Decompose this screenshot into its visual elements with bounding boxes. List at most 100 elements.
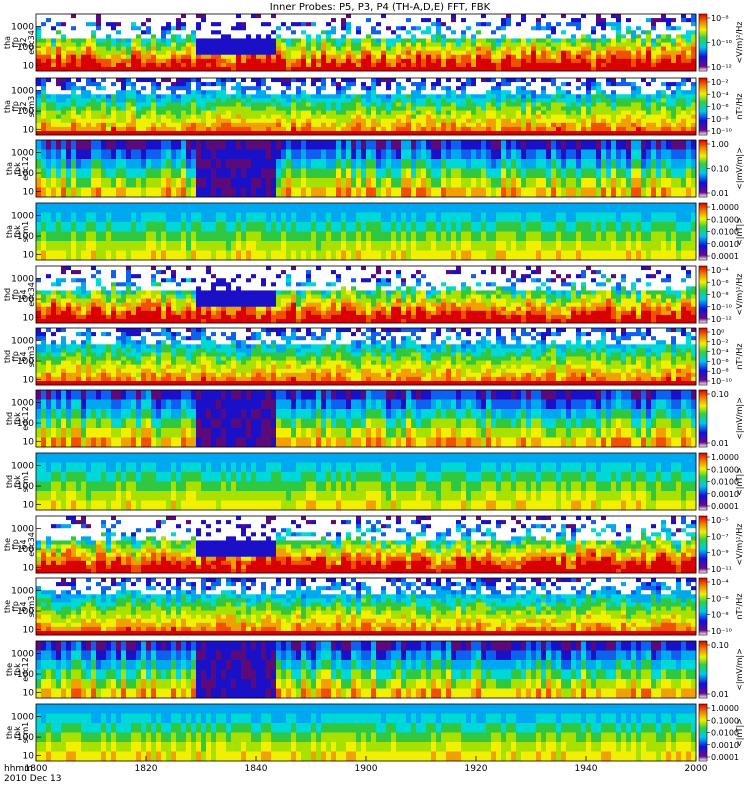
colorbar-tick-label: 10⁻¹⁰ <box>711 39 732 48</box>
y-label-line: thd <box>5 475 14 488</box>
spectrogram-image <box>36 14 697 72</box>
y-axis-label: the fbk scm1 <box>5 722 30 743</box>
y-label-line: scm3 <box>27 96 36 117</box>
colorbar-label: <|nT|> <box>735 217 744 246</box>
panel-8: 1000 100 10 thd fbk scm1 1.0000 0.1000 0.0100 0.0… <box>5 452 744 511</box>
colorbar-label: nT²/Hz <box>735 93 744 119</box>
y-label-line: ffp <box>11 539 20 550</box>
spectrogram-image <box>36 704 697 762</box>
y-label-line: fbk <box>13 225 22 238</box>
y-tick-label: 1000 <box>11 87 34 97</box>
x-tick-label: 1820 <box>135 764 158 774</box>
y-tick-label: 1000 <box>11 212 34 222</box>
colorbar-tick-label: 0.0100 <box>711 228 739 237</box>
spectrogram-image <box>36 140 697 198</box>
colorbar-tick-label: 10⁻⁵ <box>711 516 729 525</box>
y-label-line: edc12 <box>21 156 30 181</box>
colorbar-tick-label: 10⁻¹¹ <box>711 565 732 574</box>
y-axis-label: tha ffp 32 scm3 <box>3 96 36 117</box>
y-label-line: scm1 <box>21 221 30 242</box>
y-label-line: fbk <box>13 475 22 488</box>
y-tick-label: 10 <box>23 375 35 385</box>
spectrogram-image <box>36 641 697 699</box>
colorbar-tick-label: 0.0100 <box>711 478 739 487</box>
y-tick-label: 10 <box>23 625 35 635</box>
colorbar: 1.0000 0.1000 0.0100 0.0010 0.0001 <|nT|> <box>698 703 744 762</box>
colorbar: 1.0000 0.1000 0.0100 0.0010 0.0001 <|nT|> <box>698 202 744 261</box>
colorbar: 10⁻⁵ 10⁻⁷ 10⁻⁹ 10⁻¹¹<V/m)²/Hz <box>698 515 744 574</box>
y-label-line: the <box>3 538 12 551</box>
colorbar-label: <|nT|> <box>735 467 744 496</box>
y-label-line: tha <box>3 100 12 113</box>
panel-4: 1000 100 10 tha fbk scm1 1.0000 0.1000 0.0100 0.0… <box>5 202 744 261</box>
y-tick-label: 100 <box>17 670 34 680</box>
y-tick-label: 10 <box>23 250 35 260</box>
colorbar-tick-label: 0.0010 <box>711 490 739 499</box>
panel-6: 1000 100 10 thd ffp 64 scm3 10⁰10⁻²10⁻⁴10⁻⁶10⁻⁸… <box>3 327 744 386</box>
colorbar-tick-label: 10⁻¹² <box>711 315 732 324</box>
y-axis-label: tha fbk scm1 <box>5 221 30 242</box>
colorbar-tick-label: 10⁰ <box>711 328 724 337</box>
y-axis-label: thd ffp 64 scm3 <box>3 346 36 367</box>
y-tick-label: 100 <box>17 545 34 555</box>
y-tick-label: 1000 <box>11 149 34 159</box>
y-tick-label: 100 <box>17 232 34 242</box>
colorbar-label: <|mV/m|> <box>735 147 744 190</box>
colorbar: 0.10 0.01 <|mV/m|> <box>698 389 744 448</box>
y-tick-label: 1000 <box>11 587 34 597</box>
y-axis-label: thd fbk edc12 <box>5 406 30 431</box>
y-tick-label: 1000 <box>11 23 34 33</box>
colorbar-label: nT²/Hz <box>735 593 744 619</box>
colorbar-tick-label: 0.01 <box>711 439 729 448</box>
colorbar-label: <V/m)²/Hz <box>735 274 744 316</box>
y-label-line: edc12 <box>21 406 30 431</box>
y-tick-label: 1000 <box>11 337 34 347</box>
spectrogram-image <box>36 578 697 636</box>
y-tick-label: 10 <box>23 187 35 197</box>
panel-7: 1000 100 10 thd fbk edc12 0.10 0.01 <|mV/m|> <box>5 389 744 448</box>
colorbar-tick-label: 0.01 <box>711 189 729 198</box>
colorbar-tick-label: 10⁻⁶ <box>711 594 729 603</box>
spectrogram-image <box>36 78 697 136</box>
y-label-line: 32 <box>19 101 28 111</box>
colorbar-tick-label: 10⁻¹⁰ <box>711 377 732 386</box>
y-label-line: the <box>3 600 12 613</box>
x-tick-label: 2000 <box>685 764 708 774</box>
y-tick-label: 1000 <box>11 462 34 472</box>
y-label-line: edc34 <box>27 532 36 557</box>
colorbar-tick-label: 10⁻⁹ <box>711 549 729 558</box>
y-tick-label: 100 <box>17 169 34 179</box>
colorbar: 10⁻⁴ 10⁻⁶ 10⁻⁸ 10⁻¹⁰ 10⁻¹²<V/m)²/Hz <box>698 265 744 324</box>
panel-11: 1000 100 10 the fbk edc12 0.10 0.01 <|mV/m|> <box>5 640 744 699</box>
y-tick-label: 1000 <box>11 525 34 535</box>
colorbar-tick-label: 1.0000 <box>711 704 739 713</box>
figure-title: Inner Probes: P5, P3, P4 (TH-A,D,E) FFT,… <box>270 2 491 13</box>
x-tick-label: 1840 <box>245 764 268 774</box>
colorbar-tick-label: 0.1000 <box>711 716 739 725</box>
x-tick-label: 1920 <box>465 764 488 774</box>
y-label-line: 64 <box>19 539 28 549</box>
y-tick-label: 10 <box>23 313 35 323</box>
colorbar-tick-label: 0.0010 <box>711 240 739 249</box>
spectrogram-image <box>36 203 697 261</box>
y-label-line: ffp <box>11 289 20 300</box>
y-label-line: ffp <box>11 101 20 112</box>
panel-12: 1000 100 10 the fbk scm1 1.0000 0.1000 0.0100 0.0… <box>5 703 744 762</box>
colorbar: 1.00 0.10 0.01 <|mV/m|> <box>698 139 744 198</box>
y-label-line: fbk <box>13 162 22 175</box>
y-label-line: the <box>5 726 14 739</box>
colorbar-tick-label: 10⁻⁸ <box>711 291 729 300</box>
panel-1: 1000 100 10 tha ffp 32 edc34 10⁻⁸ 10⁻¹⁰ 10⁻¹²<V/m… <box>3 13 744 72</box>
y-label-line: tha <box>5 162 14 175</box>
y-label-line: scm1 <box>21 471 30 492</box>
colorbar-label: <|nT|> <box>735 718 744 747</box>
y-label-line: scm1 <box>21 722 30 743</box>
y-tick-label: 100 <box>17 419 34 429</box>
colorbar-tick-label: 0.0010 <box>711 741 739 750</box>
spectrogram-image <box>36 453 697 511</box>
y-label-line: edc34 <box>27 282 36 307</box>
